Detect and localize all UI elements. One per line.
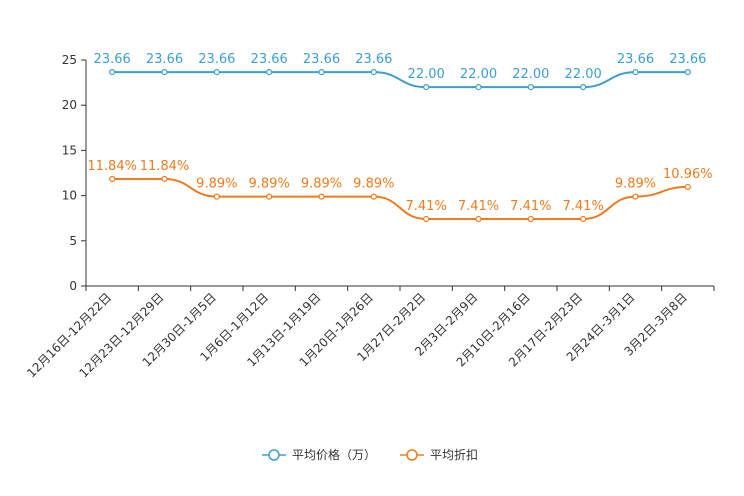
data-point[interactable] (632, 69, 639, 76)
data-label: 23.66 (669, 52, 706, 67)
data-point[interactable] (161, 175, 168, 183)
y-tick-label: 5 (69, 234, 77, 248)
data-label: 11.84% (140, 159, 190, 174)
legend-label: 平均价格（万） (292, 447, 376, 462)
data-labels: 23.66 23.66 23.66 23.66 23.66 23.66 22.00 22.00… (87, 52, 712, 214)
series-lines (112, 71, 688, 221)
data-point[interactable] (109, 175, 116, 183)
data-label: 9.89% (301, 177, 342, 192)
data-point[interactable] (684, 183, 691, 191)
data-point[interactable] (266, 69, 273, 76)
data-point[interactable] (109, 69, 116, 76)
data-label: 23.66 (303, 52, 340, 67)
data-label: 7.41% (406, 199, 447, 214)
data-point[interactable] (423, 215, 430, 223)
data-label: 23.66 (251, 52, 288, 67)
y-tick-label: 0 (69, 279, 77, 293)
data-label: 11.84% (87, 159, 137, 174)
legend-circle-icon (268, 449, 280, 461)
data-point[interactable] (475, 84, 482, 91)
data-label: 22.00 (460, 67, 497, 82)
data-point[interactable] (161, 69, 168, 76)
y-tick-label: 25 (62, 53, 77, 67)
data-point[interactable] (318, 193, 325, 200)
data-label: 7.41% (458, 199, 499, 214)
data-label: 22.00 (408, 67, 445, 82)
data-point[interactable] (580, 215, 587, 223)
data-point[interactable] (370, 193, 377, 200)
data-point[interactable] (684, 69, 691, 76)
y-tick-label: 15 (62, 143, 77, 157)
data-point[interactable] (213, 69, 220, 76)
data-label: 23.66 (198, 52, 235, 67)
data-label: 9.89% (196, 177, 237, 192)
data-point[interactable] (370, 69, 377, 76)
data-label: 9.89% (615, 177, 656, 192)
data-label: 23.66 (146, 52, 183, 67)
data-point[interactable] (527, 215, 534, 223)
legend-item-2[interactable]: 平均折扣 (400, 447, 478, 462)
series-line-2 (112, 177, 688, 221)
data-label: 23.66 (94, 52, 131, 67)
data-point[interactable] (580, 84, 587, 91)
x-tick-label: 12月16日-12月22日 (24, 290, 114, 380)
legend-circle-icon (406, 449, 418, 461)
legend[interactable]: 平均价格（万） 平均折扣 (262, 447, 478, 462)
data-point[interactable] (213, 193, 220, 200)
data-point[interactable] (423, 84, 430, 91)
legend-label: 平均折扣 (430, 447, 478, 462)
data-label: 9.89% (249, 177, 290, 192)
series-points (109, 69, 691, 223)
data-label: 23.66 (355, 52, 392, 67)
data-label: 7.41% (510, 199, 551, 214)
y-tick-label: 20 (62, 98, 77, 112)
data-point[interactable] (318, 69, 325, 76)
legend-item-1[interactable]: 平均价格（万） (262, 447, 376, 462)
y-tick-label: 10 (62, 189, 77, 203)
data-point[interactable] (266, 193, 273, 200)
data-point[interactable] (527, 84, 534, 91)
data-label: 23.66 (617, 52, 654, 67)
data-label: 7.41% (563, 199, 604, 214)
data-label: 22.00 (565, 67, 602, 82)
data-label: 10.96% (663, 167, 713, 182)
axes: 051015202512月16日-12月22日12月23日-12月29日12月3… (24, 53, 715, 380)
data-label: 9.89% (353, 177, 394, 192)
data-point[interactable] (475, 215, 482, 223)
data-label: 22.00 (512, 67, 549, 82)
data-point[interactable] (632, 193, 639, 200)
